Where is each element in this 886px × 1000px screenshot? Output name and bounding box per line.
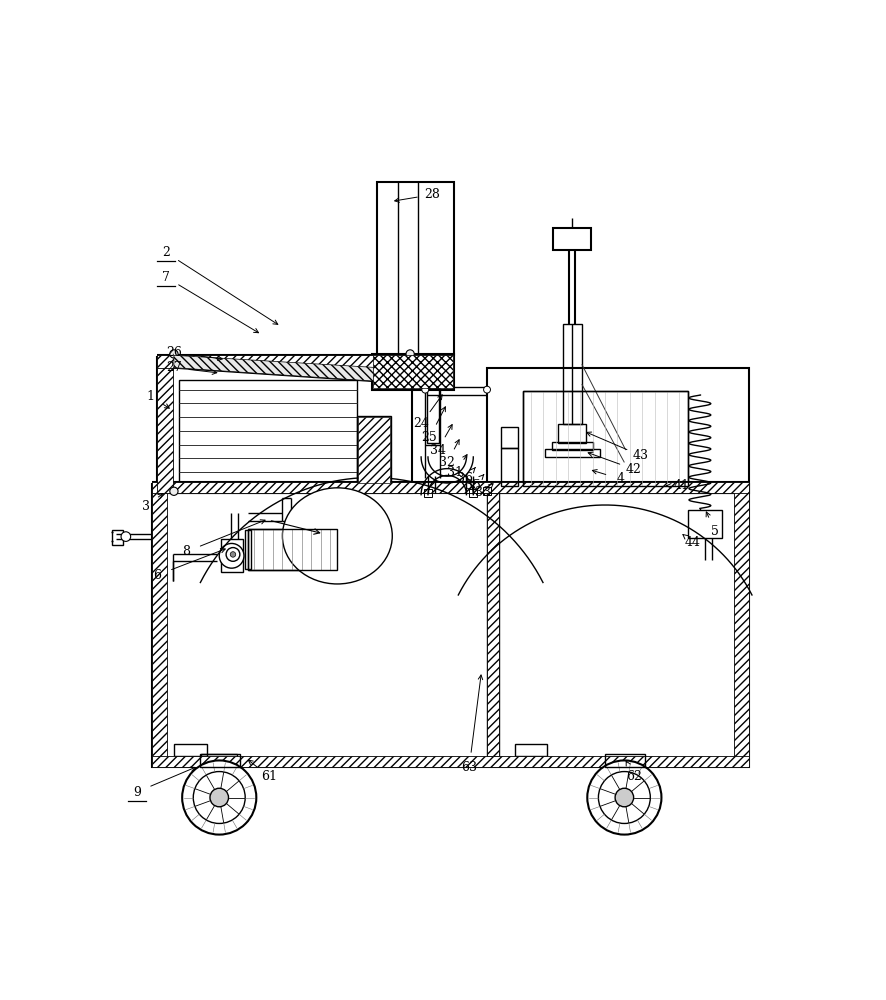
Bar: [515, 744, 548, 756]
Text: 61: 61: [260, 770, 276, 783]
Bar: [552, 442, 593, 450]
Text: 36: 36: [457, 472, 473, 485]
Text: 27: 27: [166, 361, 182, 374]
Bar: [201, 754, 237, 766]
Bar: [200, 754, 240, 767]
Bar: [545, 449, 600, 457]
Polygon shape: [174, 355, 378, 381]
Bar: [523, 391, 688, 486]
Bar: [523, 391, 688, 486]
Bar: [688, 510, 722, 538]
Text: 5: 5: [711, 525, 719, 538]
Circle shape: [484, 386, 491, 393]
Bar: [174, 744, 206, 756]
Bar: [248, 529, 338, 570]
Text: 3: 3: [143, 500, 151, 513]
Bar: [487, 368, 750, 493]
Circle shape: [598, 772, 650, 823]
Bar: [158, 357, 411, 493]
Text: 32: 32: [439, 456, 455, 469]
Bar: [734, 484, 750, 767]
Bar: [336, 530, 341, 569]
Bar: [372, 354, 454, 390]
Bar: [179, 380, 356, 484]
Text: 2: 2: [162, 246, 169, 259]
Bar: [563, 324, 582, 424]
Bar: [158, 357, 173, 493]
Text: 44: 44: [685, 536, 701, 549]
Bar: [470, 489, 478, 497]
Circle shape: [230, 552, 236, 557]
Bar: [426, 388, 439, 443]
Circle shape: [226, 548, 240, 561]
Bar: [245, 530, 251, 569]
Text: 33: 33: [475, 486, 491, 499]
Text: 26: 26: [166, 346, 182, 359]
Circle shape: [219, 543, 244, 568]
Text: 25: 25: [422, 431, 437, 444]
Text: 24: 24: [413, 417, 429, 430]
Bar: [152, 484, 167, 767]
Circle shape: [615, 788, 633, 807]
Text: 6: 6: [153, 569, 161, 582]
Bar: [221, 539, 243, 572]
Bar: [248, 529, 338, 570]
Bar: [425, 387, 440, 445]
Bar: [483, 487, 491, 495]
Text: 34: 34: [430, 444, 446, 457]
Bar: [373, 355, 453, 388]
Text: 4: 4: [617, 472, 625, 485]
Bar: [424, 489, 432, 497]
Text: 62: 62: [626, 770, 642, 783]
Bar: [113, 530, 123, 545]
Bar: [558, 424, 586, 443]
Text: 43: 43: [633, 449, 649, 462]
Circle shape: [193, 772, 245, 823]
Circle shape: [183, 760, 256, 835]
Circle shape: [170, 487, 178, 495]
Bar: [158, 355, 411, 368]
Bar: [501, 427, 518, 448]
Text: 41: 41: [674, 479, 690, 492]
Circle shape: [210, 788, 229, 807]
Circle shape: [170, 350, 178, 358]
Circle shape: [406, 350, 415, 358]
Bar: [553, 228, 592, 250]
Bar: [152, 484, 750, 767]
Bar: [152, 482, 750, 493]
Bar: [501, 448, 518, 486]
Circle shape: [587, 760, 662, 835]
Text: 7: 7: [162, 271, 169, 284]
Bar: [605, 754, 645, 767]
Bar: [358, 417, 390, 483]
Text: 9: 9: [133, 786, 141, 799]
Circle shape: [422, 386, 429, 393]
Text: 1: 1: [146, 390, 154, 403]
Text: 63: 63: [462, 761, 478, 774]
Text: 31: 31: [447, 466, 463, 479]
Ellipse shape: [283, 488, 392, 584]
Bar: [356, 416, 391, 484]
Text: 28: 28: [424, 188, 440, 201]
Circle shape: [121, 532, 130, 541]
Bar: [377, 182, 454, 355]
Bar: [487, 493, 500, 756]
Bar: [152, 756, 750, 767]
Text: 42: 42: [626, 463, 642, 476]
Text: 8: 8: [183, 545, 190, 558]
Text: 35: 35: [465, 479, 481, 492]
